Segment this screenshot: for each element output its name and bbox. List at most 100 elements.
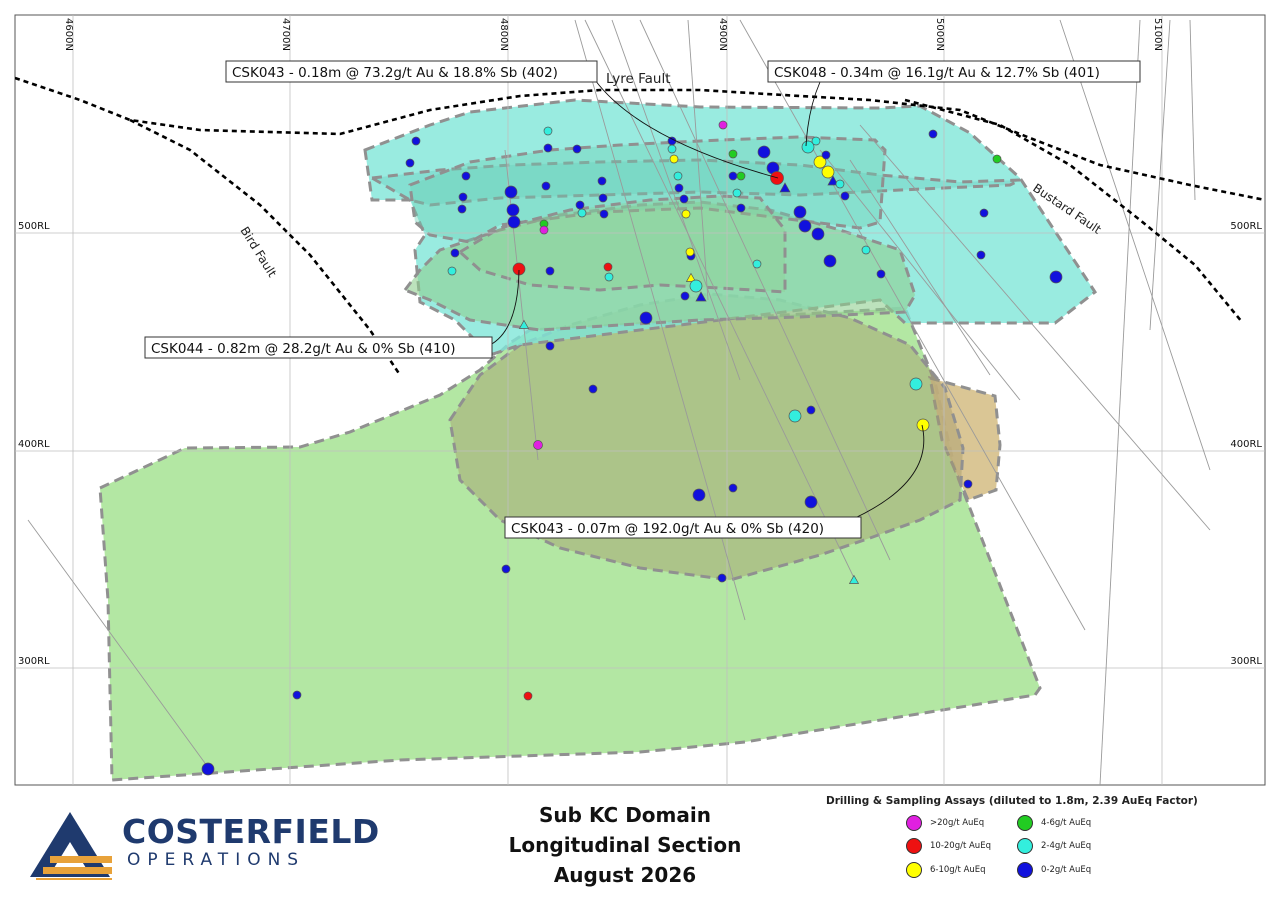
- tan-domain: [928, 375, 1002, 502]
- sample-marker: [523, 691, 533, 701]
- sample-marker: [447, 266, 457, 276]
- sample-marker: [458, 192, 468, 202]
- sample-marker: [728, 171, 738, 181]
- sample-marker: [752, 259, 762, 269]
- sample-marker: [793, 205, 807, 219]
- fault-label-lyre: Lyre Fault: [606, 71, 671, 87]
- northing-label: 4700N: [280, 18, 291, 51]
- callout-csk048-401: CSK048 - 0.34m @ 16.1g/t Au & 12.7% Sb (…: [767, 60, 1141, 83]
- callout-csk043-402: CSK043 - 0.18m @ 73.2g/t Au & 18.8% Sb (…: [225, 60, 598, 83]
- callout-text: CSK043 - 0.18m @ 73.2g/t Au & 18.8% Sb (…: [232, 65, 558, 81]
- sample-marker: [679, 194, 689, 204]
- sample-marker: [501, 564, 511, 574]
- sample-marker: [804, 495, 818, 509]
- sample-marker: [801, 140, 815, 154]
- lyre-fault-line: [15, 76, 1265, 202]
- sample-marker: [736, 203, 746, 213]
- sample-marker: [572, 144, 582, 154]
- drillhole-pierce-marker: [779, 182, 791, 193]
- sample-marker: [674, 183, 684, 193]
- sample-marker: [543, 143, 553, 153]
- northing-labels: 4600N 4700N 4800N 4900N 5000N 5100N: [63, 18, 1163, 51]
- sample-marker: [788, 409, 802, 423]
- sample-marker: [861, 245, 871, 255]
- legend-label: 0-2g/t AuEq: [1041, 865, 1092, 875]
- legend-label: 2-4g/t AuEq: [1041, 841, 1092, 851]
- sample-marker: [798, 219, 812, 233]
- sample-marker: [577, 208, 587, 218]
- callout-text: CSK048 - 0.34m @ 16.1g/t Au & 12.7% Sb (…: [774, 65, 1100, 81]
- sample-marker: [201, 762, 215, 776]
- sample-marker: [928, 129, 938, 139]
- caption-line: August 2026: [553, 863, 697, 887]
- sample-marker: [976, 250, 986, 260]
- level-label-left: 300RL: [18, 656, 50, 667]
- sample-marker: [673, 171, 683, 181]
- section-caption: Sub KC Domain Longitudinal Section Augus…: [470, 800, 780, 890]
- sample-marker: [979, 208, 989, 218]
- sample-marker: [736, 171, 746, 181]
- costerfield-logo-mark: [30, 812, 112, 880]
- sample-marker: [823, 254, 837, 268]
- sample-marker: [840, 191, 850, 201]
- sample-marker: [835, 179, 845, 189]
- green-ridge-domain: [457, 194, 787, 294]
- drill-traces: [27, 19, 1211, 785]
- sample-marker: [507, 215, 521, 229]
- level-label-right: 400RL: [1230, 439, 1262, 450]
- sample-marker: [685, 247, 695, 257]
- green-lower-domain: [98, 306, 1042, 782]
- sample-marker: [405, 158, 415, 168]
- legend-swatch: [1017, 815, 1033, 831]
- callout-leaders: [489, 79, 925, 519]
- sample-marker: [506, 203, 520, 217]
- sample-marker: [732, 188, 742, 198]
- level-label-left: 400RL: [18, 439, 50, 450]
- sample-marker: [669, 154, 679, 164]
- callout-text: CSK043 - 0.07m @ 192.0g/t Au & 0% Sb (42…: [511, 521, 824, 537]
- sample-marker: [681, 209, 691, 219]
- drillhole-pierce-marker: [848, 574, 860, 584]
- legend-item: >20g/t AuEq: [906, 813, 984, 833]
- bird-fault-line: [129, 118, 402, 376]
- sample-marker: [599, 209, 609, 219]
- sample-marker: [597, 176, 607, 186]
- sample-marker: [667, 136, 677, 146]
- sample-marker: [909, 377, 923, 391]
- northing-label: 4600N: [63, 18, 74, 51]
- northing-label: 4800N: [498, 18, 509, 51]
- sample-marker: [717, 573, 727, 583]
- sample-marker: [588, 384, 598, 394]
- drillhole-pierce-marker: [827, 175, 839, 186]
- sample-marker: [728, 483, 738, 493]
- sample-marker: [541, 181, 551, 191]
- sample-marker: [963, 479, 973, 489]
- level-labels: 500RL 500RL 400RL 400RL 300RL 300RL: [18, 221, 1262, 667]
- sample-marker: [821, 150, 831, 160]
- legend-item: 4-6g/t AuEq: [1017, 813, 1091, 833]
- legend-label: 4-6g/t AuEq: [1041, 818, 1092, 828]
- legend-item: 10-20g/t AuEq: [906, 836, 991, 856]
- sample-marker: [757, 145, 771, 159]
- sample-marker: [811, 136, 821, 146]
- sample-marker: [504, 185, 518, 199]
- sample-marker: [450, 248, 460, 258]
- caption-line: Longitudinal Section: [508, 833, 742, 857]
- legend-item: 6-10g/t AuEq: [906, 860, 986, 880]
- sample-marker: [728, 149, 738, 159]
- level-label-right: 300RL: [1230, 656, 1262, 667]
- northing-label: 5000N: [934, 18, 945, 51]
- callout-csk043-420: CSK043 - 0.07m @ 192.0g/t Au & 0% Sb (42…: [504, 516, 862, 539]
- bustard-fault-line: [904, 98, 1244, 323]
- sample-marker: [806, 405, 816, 415]
- legend-item: 2-4g/t AuEq: [1017, 836, 1091, 856]
- sample-marker: [575, 200, 585, 210]
- sample-marker: [992, 154, 1002, 164]
- sample-marker: [603, 262, 613, 272]
- sample-marker: [539, 225, 549, 235]
- sample-marker: [680, 291, 690, 301]
- legend-title: Drilling & Sampling Assays (diluted to 1…: [826, 795, 1198, 807]
- sample-marker: [292, 690, 302, 700]
- legend-swatch: [906, 815, 922, 831]
- sample-marker: [667, 144, 677, 154]
